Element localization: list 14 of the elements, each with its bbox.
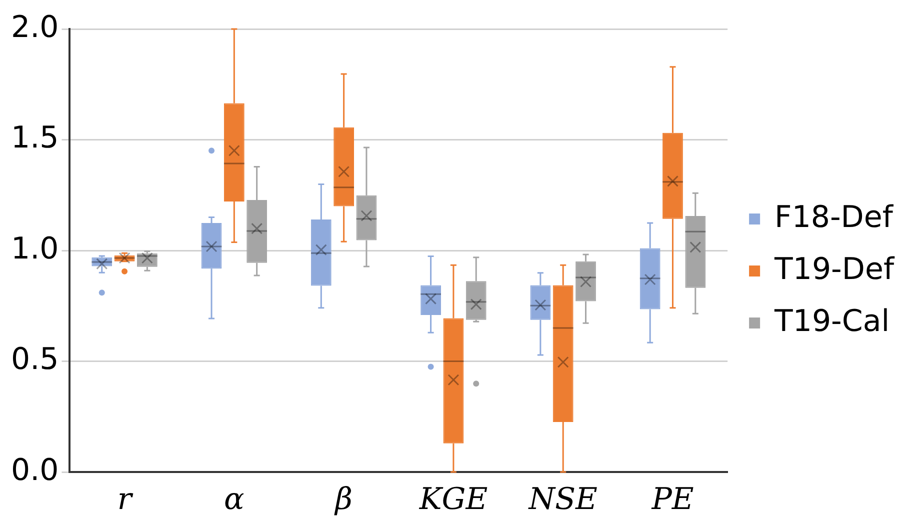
x-tick-label: β [334,482,352,517]
y-tick-label: 1.0 [10,231,59,266]
y-tick-label: 2.0 [10,10,59,45]
x-tick-label: α [224,482,244,517]
y-tick-label: 0.5 [10,342,59,378]
legend-label: F18-Def [774,200,894,235]
x-tick-label: r [117,482,134,517]
legend-label: T19-Cal [774,304,890,339]
y-tick-label: 0.0 [10,452,59,488]
legend-label: T19-Def [774,252,896,287]
x-tick-label: NSE [528,482,598,517]
x-tick-label: PE [650,482,694,517]
x-tick-label: KGE [418,482,488,517]
y-tick-label: 1.5 [10,120,59,156]
